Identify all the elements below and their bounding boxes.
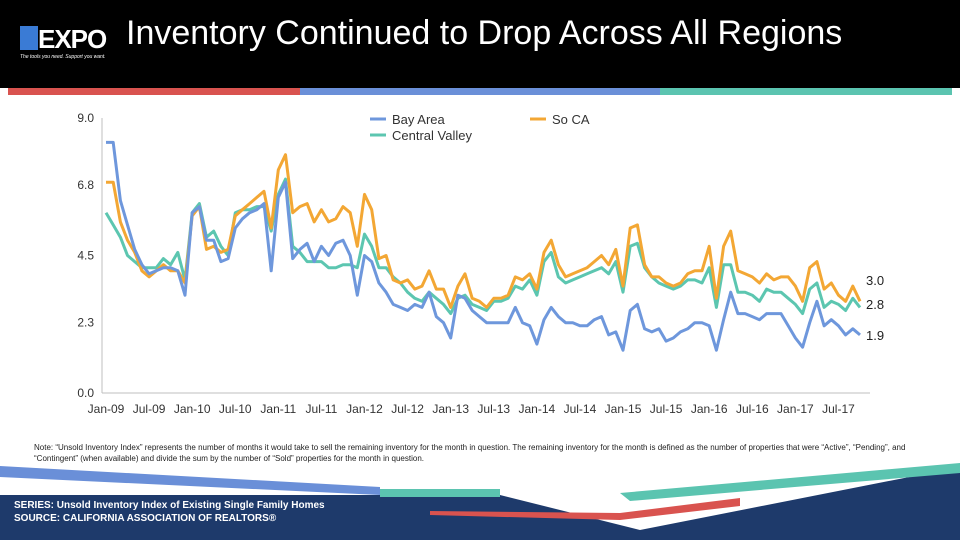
x-tick-label: Jan-13 — [432, 402, 469, 416]
x-tick-label: Jul-10 — [219, 402, 252, 416]
footer-teal-stripe-right — [620, 463, 960, 501]
x-tick-label: Jan-15 — [605, 402, 642, 416]
series-line-central-valley — [104, 177, 862, 316]
x-tick-label: Jul-12 — [391, 402, 424, 416]
x-tick-label: Jan-16 — [691, 402, 728, 416]
footer-teal-stripe-left — [380, 489, 500, 497]
end-label: 2.8 — [866, 297, 884, 312]
footer-red-stripe — [430, 498, 740, 520]
x-tick-label: Jan-09 — [88, 402, 125, 416]
footer-navy-band — [0, 467, 960, 540]
y-tick-label: 9.0 — [77, 111, 94, 125]
footer-decoration — [0, 463, 960, 540]
header-bar: EXPO The tools you need. Support you wan… — [0, 0, 960, 88]
logo-mark-icon — [20, 26, 38, 50]
y-tick-label: 4.5 — [77, 249, 94, 263]
x-tick-label: Jan-11 — [260, 402, 296, 416]
x-tick-label: Jul-17 — [822, 402, 855, 416]
x-tick-label: Jan-12 — [346, 402, 383, 416]
x-tick-label: Jan-10 — [174, 402, 211, 416]
x-tick-label: Jan-14 — [519, 402, 556, 416]
series-line-so-ca — [106, 153, 862, 309]
x-tick-label: Jul-14 — [564, 402, 597, 416]
series-label: SERIES: Unsold Inventory Index of Existi… — [14, 500, 325, 511]
accent-rule-teal — [660, 88, 952, 95]
x-tick-label: Jul-09 — [133, 402, 166, 416]
end-label: 3.0 — [866, 273, 884, 288]
end-label: 1.9 — [866, 328, 884, 343]
y-axis-ticks: 0.0 2.3 4.5 6.8 9.0 — [77, 111, 94, 400]
page-title: Inventory Continued to Drop Across All R… — [126, 14, 843, 52]
chart-note: Note: “Unsold Inventory Index” represent… — [34, 443, 906, 463]
accent-rule-blue — [300, 88, 660, 95]
source-label: SOURCE: CALIFORNIA ASSOCIATION OF REALTO… — [14, 513, 277, 524]
legend: Bay Area So CA Central Valley — [370, 112, 590, 143]
end-labels: 1.9 3.0 2.8 — [866, 273, 884, 343]
legend-label: So CA — [552, 112, 590, 127]
footer-blue-stripe — [0, 466, 380, 495]
expo-logo: EXPO The tools you need. Support you wan… — [20, 24, 116, 64]
legend-label: Bay Area — [392, 112, 446, 127]
y-tick-label: 0.0 — [77, 386, 94, 400]
x-axis-ticks: Jan-09 Jul-09 Jan-10 Jul-10 Jan-11 Jul-11 Jan-… — [88, 402, 855, 416]
y-tick-label: 2.3 — [77, 316, 94, 330]
x-tick-label: Jul-16 — [736, 402, 769, 416]
inventory-line-chart: 0.0 2.3 4.5 6.8 9.0 Jan-09 Jul-09 Jan-10 Jul-10… — [77, 111, 884, 416]
accent-rule-red — [8, 88, 300, 95]
x-tick-label: Jul-13 — [477, 402, 510, 416]
logo-tagline: The tools you need. Support you want. — [20, 54, 106, 60]
series-line-bay-area — [106, 140, 861, 352]
logo-text: EXPO — [38, 24, 107, 54]
series-lines — [104, 140, 862, 352]
x-tick-label: Jul-11 — [306, 402, 338, 416]
x-tick-label: Jul-15 — [650, 402, 683, 416]
x-tick-label: Jan-17 — [777, 402, 814, 416]
legend-label: Central Valley — [392, 128, 472, 143]
y-tick-label: 6.8 — [77, 178, 94, 192]
